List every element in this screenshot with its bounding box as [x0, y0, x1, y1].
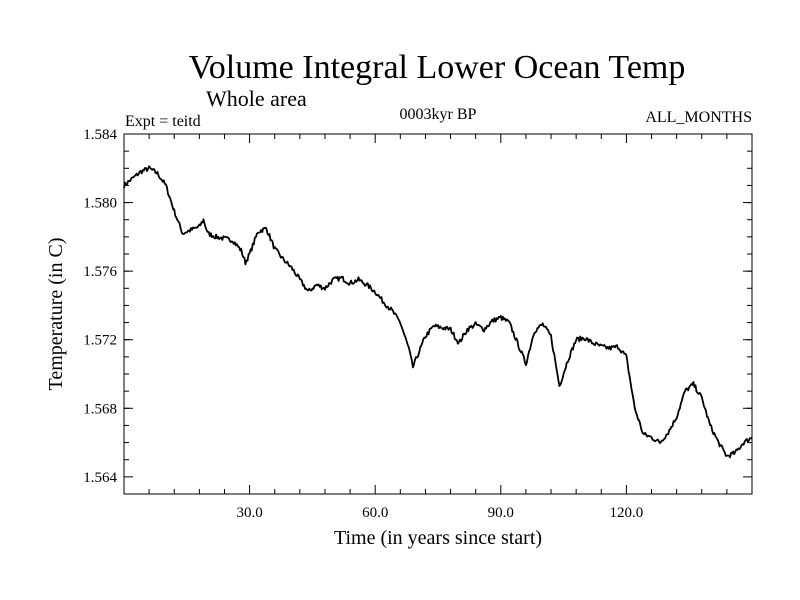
plot-frame [123, 133, 753, 495]
y-tick-label: 1.576 [83, 264, 117, 280]
series-line-teitd [123, 165, 753, 459]
months-label: ALL_MONTHS [645, 109, 752, 126]
x-tick-label: 60.0 [362, 505, 388, 521]
x-tick-label: 90.0 [488, 505, 514, 521]
y-tick-label: 1.568 [83, 401, 117, 417]
period-label: 0003kyr BP [400, 106, 477, 123]
y-axis: 1.564 1.568 1.572 1.576 1.580 1.584 [83, 127, 752, 486]
y-axis-label: Temperature (in C) [45, 238, 67, 391]
chart-title: Volume Integral Lower Ocean Temp [189, 49, 686, 86]
y-tick-label: 1.564 [83, 470, 117, 486]
chart-subtitle: Whole area [206, 86, 307, 111]
x-tick-label: 30.0 [236, 505, 262, 521]
y-tick-label: 1.572 [83, 333, 117, 349]
x-axis: 30.0 60.0 90.0 120.0 [148, 134, 728, 521]
x-axis-label: Time (in years since start) [334, 527, 542, 549]
y-tick-label: 1.580 [83, 196, 117, 212]
y-tick-label: 1.584 [83, 127, 117, 143]
x-tick-label: 120.0 [610, 505, 644, 521]
expt-label: Expt = teitd [125, 113, 201, 130]
